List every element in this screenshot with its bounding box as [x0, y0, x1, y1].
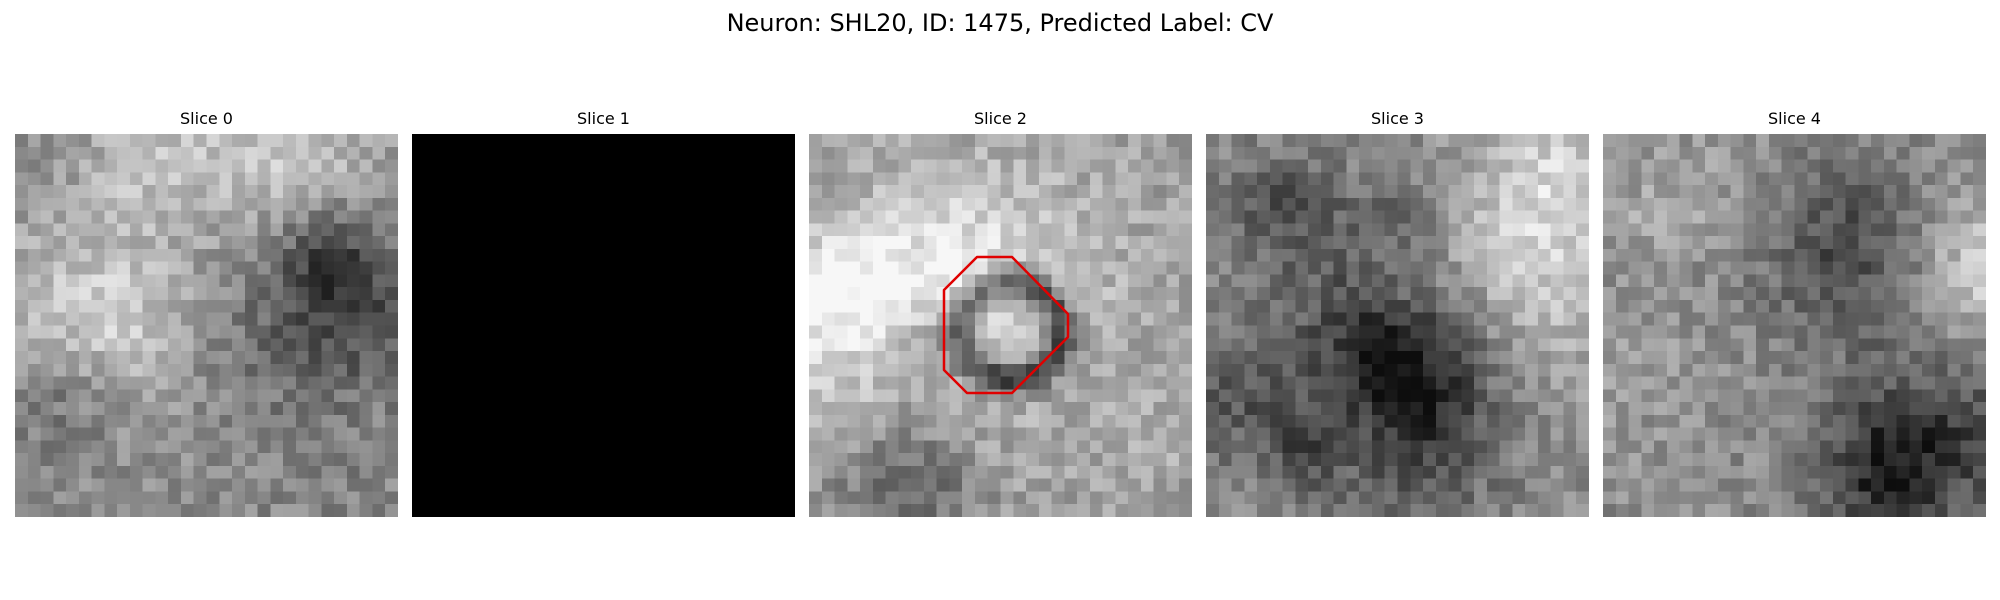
panel-title-slice-2: Slice 2	[974, 109, 1027, 128]
slice-1-image	[412, 134, 795, 517]
panel-title-slice-3: Slice 3	[1371, 109, 1424, 128]
slice-3-image	[1206, 134, 1589, 517]
panel-title-slice-1: Slice 1	[577, 109, 630, 128]
slice-4-image	[1603, 134, 1986, 517]
slice-1-canvas	[412, 134, 795, 517]
figure-title: Neuron: SHL20, ID: 1475, Predicted Label…	[726, 9, 1274, 37]
slice-0-canvas	[15, 134, 398, 517]
neuron-contour	[942, 255, 1070, 395]
slice-2-canvas	[809, 134, 1192, 517]
slice-4-canvas	[1603, 134, 1986, 517]
slice-2-image	[809, 134, 1192, 517]
panel-title-slice-4: Slice 4	[1768, 109, 1821, 128]
slice-0-image	[15, 134, 398, 517]
slice-3-canvas	[1206, 134, 1589, 517]
panel-title-slice-0: Slice 0	[180, 109, 233, 128]
neuron-contour-outline	[942, 255, 1070, 395]
